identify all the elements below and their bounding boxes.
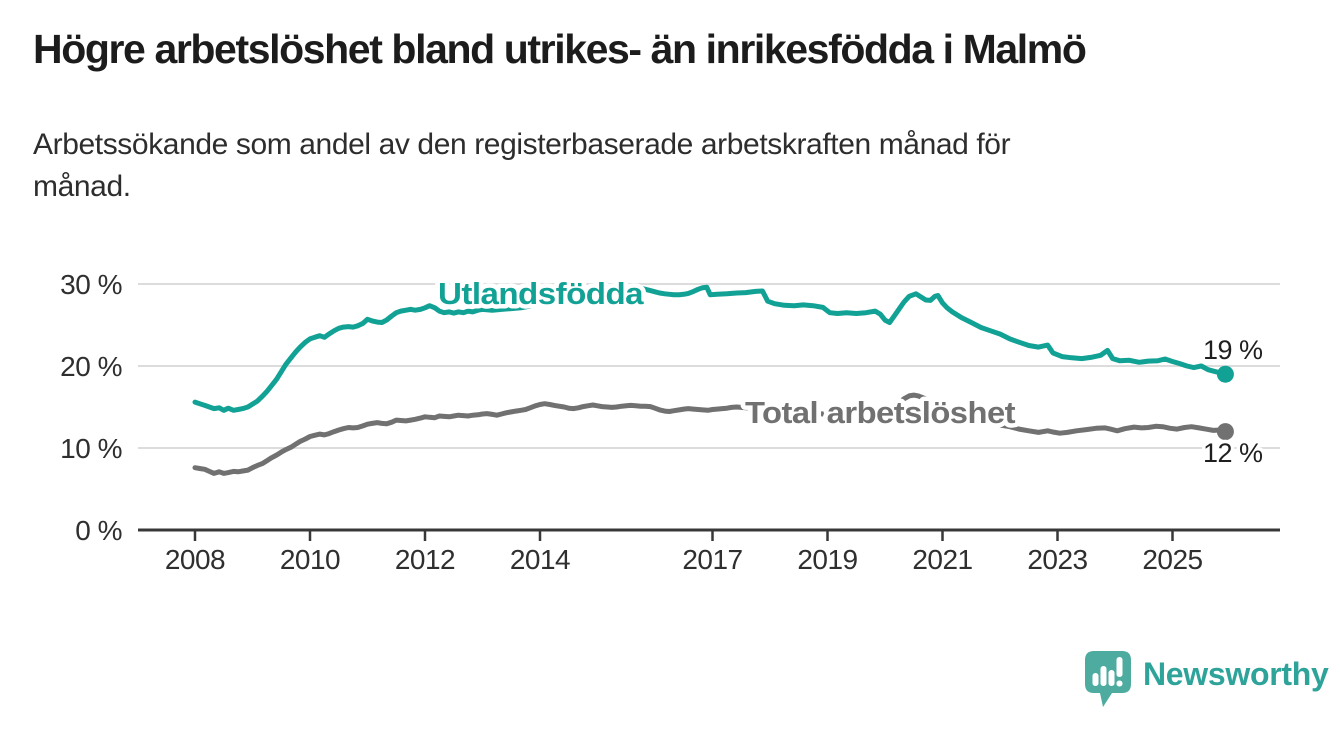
- x-tick-label-2014: 2014: [510, 544, 570, 575]
- newsworthy-chart-bubble-icon: [1085, 651, 1131, 707]
- logo-bar-1: [1092, 673, 1099, 686]
- series-label-foreign_born: Utlandsfödda: [438, 276, 644, 311]
- series-label-total: Total arbetslöshet: [745, 395, 1015, 430]
- x-tick-label-2023: 2023: [1027, 544, 1087, 575]
- y-tick-label-10: 10 %: [60, 433, 122, 464]
- y-tick-label-20: 20 %: [60, 351, 122, 382]
- x-tick-label-2017: 2017: [682, 544, 742, 575]
- end-dot-foreign_born: [1216, 365, 1234, 383]
- x-axis: [138, 528, 1280, 541]
- x-tick-label-2021: 2021: [912, 544, 972, 575]
- page-title: Högre arbetslöshet bland utrikes- än inr…: [33, 26, 1087, 72]
- x-tick-label-2019: 2019: [797, 544, 857, 575]
- line-total: [192, 392, 1228, 476]
- logo-bar-3: [1108, 670, 1115, 686]
- gridlines: [138, 283, 1280, 449]
- end-label-foreign_born: 19 %: [1203, 335, 1263, 365]
- y-tick-label-0: 0 %: [75, 515, 122, 546]
- logo-text: Newsworthy: [1143, 656, 1329, 692]
- series-lines: [192, 284, 1228, 476]
- line-foreign_born: [192, 284, 1228, 413]
- end-label-total: 12 %: [1203, 438, 1263, 468]
- logo-bar-2: [1100, 666, 1107, 686]
- chart-subtitle: Arbetssökande som andel av den registerb…: [33, 124, 1263, 208]
- y-tick-label-30: 30 %: [60, 269, 122, 300]
- logo-exclamation-dot: [1116, 680, 1123, 687]
- logo-exclamation-bar: [1116, 657, 1123, 677]
- x-tick-label-2010: 2010: [280, 544, 340, 575]
- y-axis-tick-labels: 30 % 20 % 10 % 0 %: [60, 269, 122, 546]
- subtitle-line-1: Arbetssökande som andel av den registerb…: [33, 128, 1011, 161]
- x-tick-label-2025: 2025: [1142, 544, 1202, 575]
- newsworthy-logo: Newsworthy: [1084, 650, 1329, 709]
- x-tick-label-2012: 2012: [395, 544, 455, 575]
- subtitle-line-2: månad.: [33, 170, 131, 203]
- end-dot-total: [1216, 423, 1234, 441]
- x-tick-label-2008: 2008: [165, 544, 225, 575]
- end-value-labels: 19 % 12 %: [1200, 332, 1268, 472]
- series-end-dots: [1216, 365, 1234, 441]
- x-axis-tick-labels: 2008 2010 2012 2014 2017 2019 2021 2023 2025: [165, 544, 1203, 575]
- series-inline-labels: Utlandsfödda Total arbetslöshet: [434, 272, 1021, 435]
